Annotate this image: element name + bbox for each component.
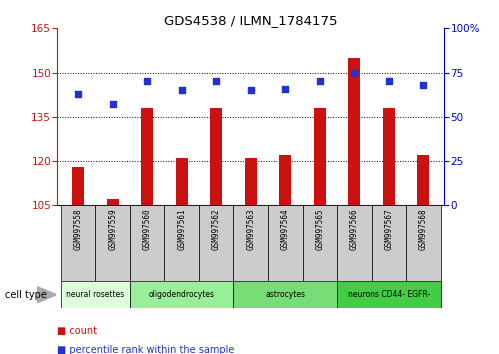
Text: GSM997565: GSM997565 xyxy=(315,209,324,250)
Text: GSM997566: GSM997566 xyxy=(350,209,359,250)
Point xyxy=(109,102,117,107)
Bar xyxy=(61,281,130,308)
Text: GSM997567: GSM997567 xyxy=(384,209,393,250)
Bar xyxy=(199,205,234,281)
Point xyxy=(143,79,151,84)
Text: cell type: cell type xyxy=(5,290,47,300)
Text: GSM997562: GSM997562 xyxy=(212,209,221,250)
Bar xyxy=(245,158,257,205)
Text: oligodendrocytes: oligodendrocytes xyxy=(149,290,215,299)
Text: astrocytes: astrocytes xyxy=(265,290,305,299)
Point xyxy=(419,82,427,88)
Text: ■ percentile rank within the sample: ■ percentile rank within the sample xyxy=(57,346,235,354)
Text: neurons CD44- EGFR-: neurons CD44- EGFR- xyxy=(348,290,430,299)
Text: GSM997558: GSM997558 xyxy=(73,209,83,250)
Bar xyxy=(383,108,395,205)
Text: GSM997568: GSM997568 xyxy=(419,209,428,250)
Bar xyxy=(107,199,119,205)
Point xyxy=(247,87,255,93)
Bar xyxy=(141,108,153,205)
Point xyxy=(316,79,324,84)
Bar xyxy=(234,281,337,308)
Bar xyxy=(130,205,165,281)
Text: GSM997560: GSM997560 xyxy=(143,209,152,250)
Text: GSM997559: GSM997559 xyxy=(108,209,117,250)
Point xyxy=(281,86,289,91)
Bar xyxy=(372,205,406,281)
Bar xyxy=(72,167,84,205)
Bar xyxy=(337,281,441,308)
Point xyxy=(385,79,393,84)
Bar xyxy=(348,58,360,205)
Text: neural rosettes: neural rosettes xyxy=(66,290,124,299)
Title: GDS4538 / ILMN_1784175: GDS4538 / ILMN_1784175 xyxy=(164,14,337,27)
Bar xyxy=(165,205,199,281)
Text: GSM997563: GSM997563 xyxy=(246,209,255,250)
Bar xyxy=(302,205,337,281)
Bar xyxy=(417,155,430,205)
Point xyxy=(178,87,186,93)
Bar xyxy=(210,108,222,205)
Text: GSM997561: GSM997561 xyxy=(177,209,186,250)
Point xyxy=(350,70,358,75)
Bar xyxy=(337,205,372,281)
Point xyxy=(74,91,82,97)
Bar xyxy=(176,158,188,205)
Bar xyxy=(314,108,326,205)
Bar xyxy=(268,205,302,281)
Bar xyxy=(95,205,130,281)
Text: ■ count: ■ count xyxy=(57,326,97,336)
Bar xyxy=(279,155,291,205)
Polygon shape xyxy=(37,287,56,303)
Bar xyxy=(406,205,441,281)
Point xyxy=(212,79,220,84)
Bar xyxy=(130,281,234,308)
Bar xyxy=(234,205,268,281)
Bar xyxy=(61,205,95,281)
Text: GSM997564: GSM997564 xyxy=(281,209,290,250)
